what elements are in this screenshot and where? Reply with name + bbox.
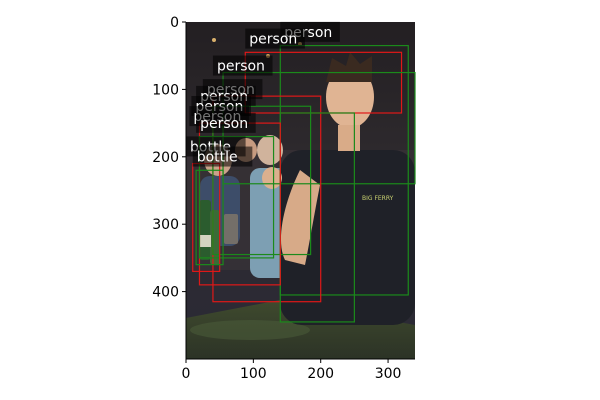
detection-label-person: person (200, 116, 248, 132)
y-tick-label: 200 (152, 150, 179, 166)
detection-label-bg (196, 112, 256, 133)
detection-label-bg (212, 55, 273, 76)
y-tick-label: 100 (152, 82, 179, 98)
x-tick-label: 300 (375, 366, 402, 382)
svg-text:BIG FERRY: BIG FERRY (362, 195, 394, 202)
y-axis-ticks: 0 100 200 300 400 (152, 15, 186, 301)
detection-label-bg (245, 28, 305, 49)
x-tick-label: 200 (307, 366, 334, 382)
axes-frame (185, 22, 415, 360)
y-tick-label: 0 (170, 15, 179, 31)
detection-label-person: person (249, 32, 297, 48)
detection-label-bottle: bottle (197, 150, 238, 166)
detection-box-person (212, 105, 312, 256)
x-tick-label: 0 (182, 366, 191, 382)
detection-label-bg (192, 146, 253, 167)
detections-layer: personpersonpersonpersonpersonpersonpers… (186, 21, 416, 323)
detection-label-person: person (217, 59, 265, 75)
y-tick-label: 400 (152, 285, 179, 301)
photo: BIG FERRY (186, 22, 415, 359)
detection-box-bottle (195, 169, 224, 266)
x-tick-label: 100 (240, 366, 267, 382)
y-tick-label: 300 (152, 217, 179, 233)
x-axis-ticks: 0 100 200 300 (182, 359, 402, 382)
